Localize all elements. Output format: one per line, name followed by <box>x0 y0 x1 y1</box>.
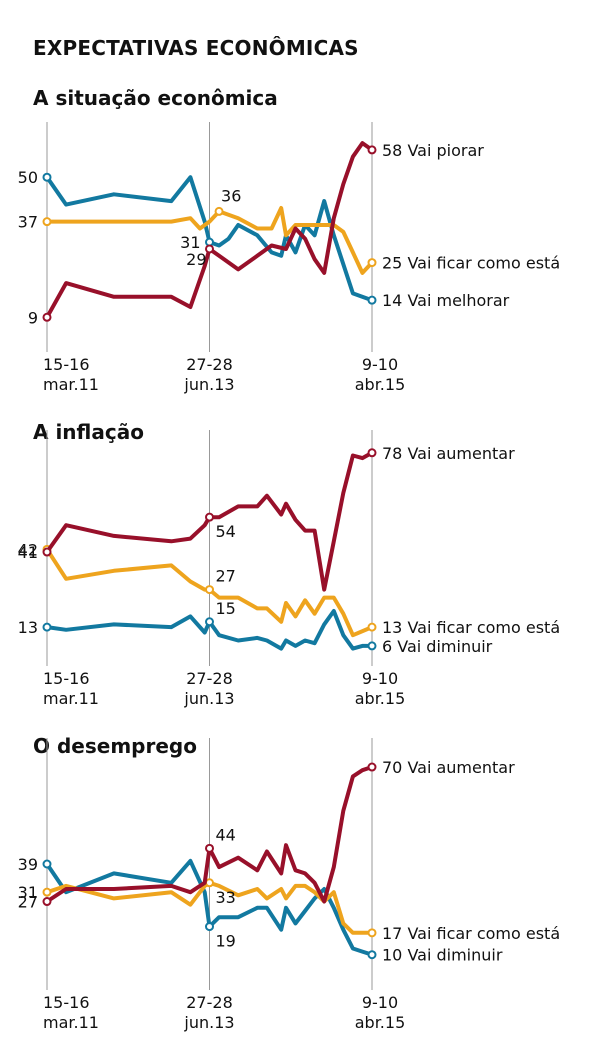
data-point-marker <box>205 244 214 254</box>
data-point-marker <box>42 887 52 897</box>
x-tick-label: abr.15 <box>355 1013 406 1032</box>
data-label: 17 Vai ficar como está <box>382 924 560 943</box>
x-tick-label: 9-10 <box>362 669 398 688</box>
x-tick-label: mar.11 <box>43 689 99 708</box>
data-label: 19 <box>216 932 236 951</box>
data-point-marker <box>367 928 377 938</box>
data-label: 70 Vai aumentar <box>382 758 515 777</box>
series-line-vai-diminuir <box>45 609 374 651</box>
chart-panel-desemprego: O desemprego 15-16 mar.11 27-28 jun.13 9-10 a… <box>0 734 600 1054</box>
data-label: 41 <box>18 543 38 562</box>
series-line-vai-melhorar <box>45 175 374 303</box>
series-line-vai-ficar-como-está <box>45 547 374 638</box>
data-point-marker <box>367 622 377 632</box>
data-point-marker <box>367 258 377 268</box>
data-point-marker <box>205 617 214 627</box>
series-line-vai-aumentar <box>45 450 374 592</box>
data-label: 36 <box>221 186 241 205</box>
data-label: 14 Vai melhorar <box>382 291 510 310</box>
data-point-marker <box>367 641 377 651</box>
data-label: 29 <box>186 250 206 269</box>
x-tick-label: mar.11 <box>43 1013 99 1032</box>
x-tick-label: 27-28 <box>186 355 233 374</box>
data-label: 37 <box>18 213 38 232</box>
data-point-marker <box>205 585 214 595</box>
data-label: 33 <box>216 888 236 907</box>
page-title: EXPECTATIVAS ECONÔMICAS <box>33 36 359 60</box>
data-point-marker <box>367 145 377 155</box>
data-point-marker <box>367 295 377 305</box>
data-label: 25 Vai ficar como está <box>382 254 560 273</box>
data-label: 13 <box>18 618 38 637</box>
data-point-marker <box>205 922 214 932</box>
data-point-marker <box>367 762 377 772</box>
data-label: 13 Vai ficar como está <box>382 618 560 637</box>
panel-title: A situação econômica <box>33 86 278 110</box>
data-label: 42 <box>18 540 38 559</box>
data-point-marker <box>42 897 52 907</box>
data-label: 78 Vai aumentar <box>382 444 515 463</box>
data-label: 10 Vai diminuir <box>382 946 503 965</box>
chart-panel-inflacao: A inflação 15-16 mar.11 27-28 jun.13 9-10 abr… <box>0 420 600 740</box>
data-label: 44 <box>216 825 236 844</box>
data-label: 58 Vai piorar <box>382 141 484 160</box>
panel-title: O desemprego <box>33 734 197 758</box>
x-tick-label: mar.11 <box>43 375 99 394</box>
series-line-vai-piorar <box>45 141 374 320</box>
x-tick-label: 15-16 <box>43 355 90 374</box>
data-label: 15 <box>216 599 236 618</box>
data-point-marker <box>205 512 214 522</box>
series-line-vai-diminuir <box>45 858 374 957</box>
data-point-marker <box>42 622 52 632</box>
chart-panel-situacao: A situação econômica 15-16 mar.11 27-28 jun… <box>0 86 600 406</box>
data-point-marker <box>205 843 214 853</box>
data-label: 31 <box>180 233 200 252</box>
x-tick-label: jun.13 <box>183 689 234 708</box>
x-tick-label: 9-10 <box>362 993 398 1012</box>
data-point-marker <box>42 859 52 869</box>
data-label: 9 <box>28 308 38 327</box>
data-label: 27 <box>216 567 236 586</box>
x-tick-label: jun.13 <box>183 1013 234 1032</box>
data-label: 27 <box>18 893 38 912</box>
series-line-vai-ficar-como-está <box>45 206 374 275</box>
data-point-marker <box>367 448 377 458</box>
x-tick-label: 15-16 <box>43 993 90 1012</box>
x-tick-label: abr.15 <box>355 689 406 708</box>
data-point-marker <box>42 172 52 182</box>
series-line-vai-ficar-como-está <box>45 880 374 935</box>
data-point-marker <box>42 547 52 557</box>
data-point-marker <box>214 206 224 216</box>
data-point-marker <box>42 217 52 227</box>
data-label: 31 <box>18 883 38 902</box>
x-tick-label: 9-10 <box>362 355 398 374</box>
x-tick-label: 15-16 <box>43 669 90 688</box>
data-point-marker <box>367 950 377 960</box>
x-tick-label: jun.13 <box>183 375 234 394</box>
series-line-vai-aumentar <box>45 765 374 904</box>
data-label: 50 <box>18 168 38 187</box>
panel-title: A inflação <box>33 420 144 444</box>
x-tick-label: abr.15 <box>355 375 406 394</box>
data-point-marker <box>42 312 52 322</box>
x-tick-label: 27-28 <box>186 669 233 688</box>
x-tick-label: 27-28 <box>186 993 233 1012</box>
data-label: 54 <box>216 522 236 541</box>
data-label: 39 <box>18 855 38 874</box>
data-label: 6 Vai diminuir <box>382 637 493 656</box>
